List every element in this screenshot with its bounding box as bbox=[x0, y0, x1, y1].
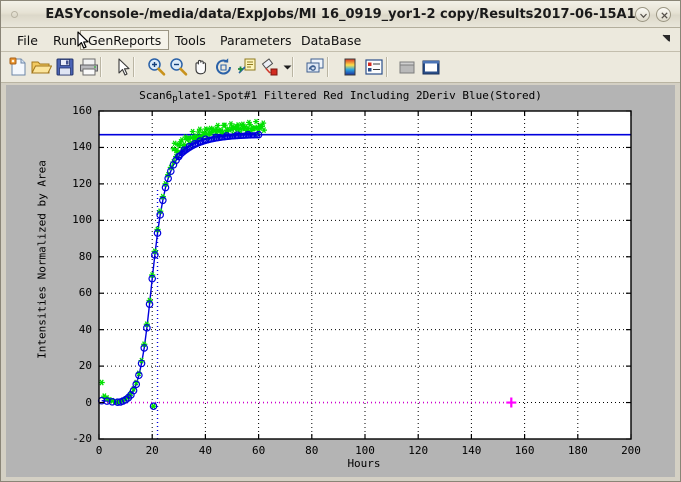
toolbar-separator bbox=[292, 57, 294, 77]
tool-bar bbox=[1, 52, 680, 83]
show-plot-tools-icon[interactable] bbox=[420, 56, 442, 78]
x-tick-label: 0 bbox=[95, 444, 103, 457]
zoom-out-icon[interactable] bbox=[167, 56, 189, 78]
chart-title: Scan6plate1-Spot#1 Filtered Red Includin… bbox=[6, 89, 675, 104]
x-tick-label: 140 bbox=[461, 444, 482, 457]
pan-hand-icon[interactable] bbox=[190, 56, 212, 78]
chart-title-rest: late1-Spot#1 Filtered Red Including 2Der… bbox=[177, 89, 542, 102]
legend-icon[interactable] bbox=[363, 56, 385, 78]
x-axis-label: Hours bbox=[347, 457, 381, 470]
window-menu-dot bbox=[11, 11, 18, 18]
brush-icon[interactable] bbox=[259, 56, 281, 78]
toolbar-separator bbox=[386, 57, 388, 77]
close-icon bbox=[661, 12, 668, 19]
y-tick-label: 40 bbox=[78, 322, 92, 336]
menu-item-parameters[interactable]: Parameters bbox=[220, 33, 292, 48]
pointer-icon[interactable] bbox=[112, 56, 134, 78]
y-tick-label: 80 bbox=[78, 249, 92, 263]
window-title: EASYconsole-/media/data/ExpJobs/MI 16_09… bbox=[45, 7, 636, 22]
close-button[interactable] bbox=[656, 7, 671, 22]
rotate-3d-icon[interactable] bbox=[213, 56, 235, 78]
collapse-button[interactable] bbox=[635, 7, 650, 22]
link-plot-icon[interactable] bbox=[304, 56, 326, 78]
plot-canvas[interactable] bbox=[6, 85, 675, 477]
chevron-down-icon bbox=[640, 13, 647, 19]
new-file-icon[interactable] bbox=[7, 56, 29, 78]
toolbar-separator bbox=[133, 57, 135, 77]
toolbar-separator bbox=[100, 57, 102, 77]
y-tick-label: -20 bbox=[72, 432, 92, 445]
hide-plot-tools-icon[interactable] bbox=[396, 56, 418, 78]
chart-title-subscript: p bbox=[172, 94, 178, 104]
x-tick-label: 40 bbox=[198, 444, 213, 457]
menu-item-file[interactable]: File bbox=[17, 33, 38, 48]
x-tick-label: 100 bbox=[355, 444, 375, 457]
x-tick-label: 180 bbox=[567, 444, 588, 457]
menu-item-run[interactable]: Run bbox=[53, 33, 77, 48]
menu-item-database[interactable]: DataBase bbox=[301, 33, 362, 48]
annotation-baseline-end-marker bbox=[506, 397, 517, 408]
x-tick-label: 20 bbox=[145, 444, 159, 457]
y-tick-label: 20 bbox=[78, 359, 92, 373]
print-icon[interactable] bbox=[78, 56, 100, 78]
y-tick-label: 0 bbox=[85, 395, 92, 409]
x-tick-label: 60 bbox=[251, 444, 266, 457]
overflow-arrow-icon[interactable] bbox=[660, 32, 674, 46]
y-tick-label: 60 bbox=[78, 286, 92, 300]
open-folder-icon[interactable] bbox=[30, 56, 52, 78]
brush-dropdown-caret-icon[interactable] bbox=[283, 64, 292, 71]
x-tick-label: 80 bbox=[305, 444, 319, 457]
plot-figure: Scan6plate1-Spot#1 Filtered Red Includin… bbox=[6, 85, 675, 477]
y-tick-label: 160 bbox=[72, 104, 92, 117]
y-tick-label: 120 bbox=[72, 176, 92, 190]
x-tick-label: 120 bbox=[408, 444, 429, 457]
chart-title-main: Scan6 bbox=[139, 89, 173, 102]
colorbar-icon[interactable] bbox=[339, 56, 361, 78]
menu-item-genreports[interactable]: GenReports bbox=[80, 30, 170, 50]
menu-item-tools[interactable]: Tools bbox=[175, 33, 206, 48]
x-tick-label: 160 bbox=[514, 444, 535, 457]
axis-ticks bbox=[98, 110, 632, 440]
x-tick-label: 200 bbox=[621, 444, 641, 457]
zoom-in-icon[interactable] bbox=[145, 56, 167, 78]
fit-data-markers-plateau bbox=[175, 132, 261, 160]
menu-bar: File Run GenReports Tools Parameters Dat… bbox=[1, 28, 680, 52]
save-icon[interactable] bbox=[54, 56, 76, 78]
insert-text-icon[interactable] bbox=[236, 56, 258, 78]
toolbar-separator bbox=[327, 57, 329, 77]
y-tick-label: 100 bbox=[72, 213, 92, 227]
title-bar: EASYconsole-/media/data/ExpJobs/MI 16_09… bbox=[1, 1, 680, 28]
y-tick-label: 140 bbox=[72, 140, 92, 154]
